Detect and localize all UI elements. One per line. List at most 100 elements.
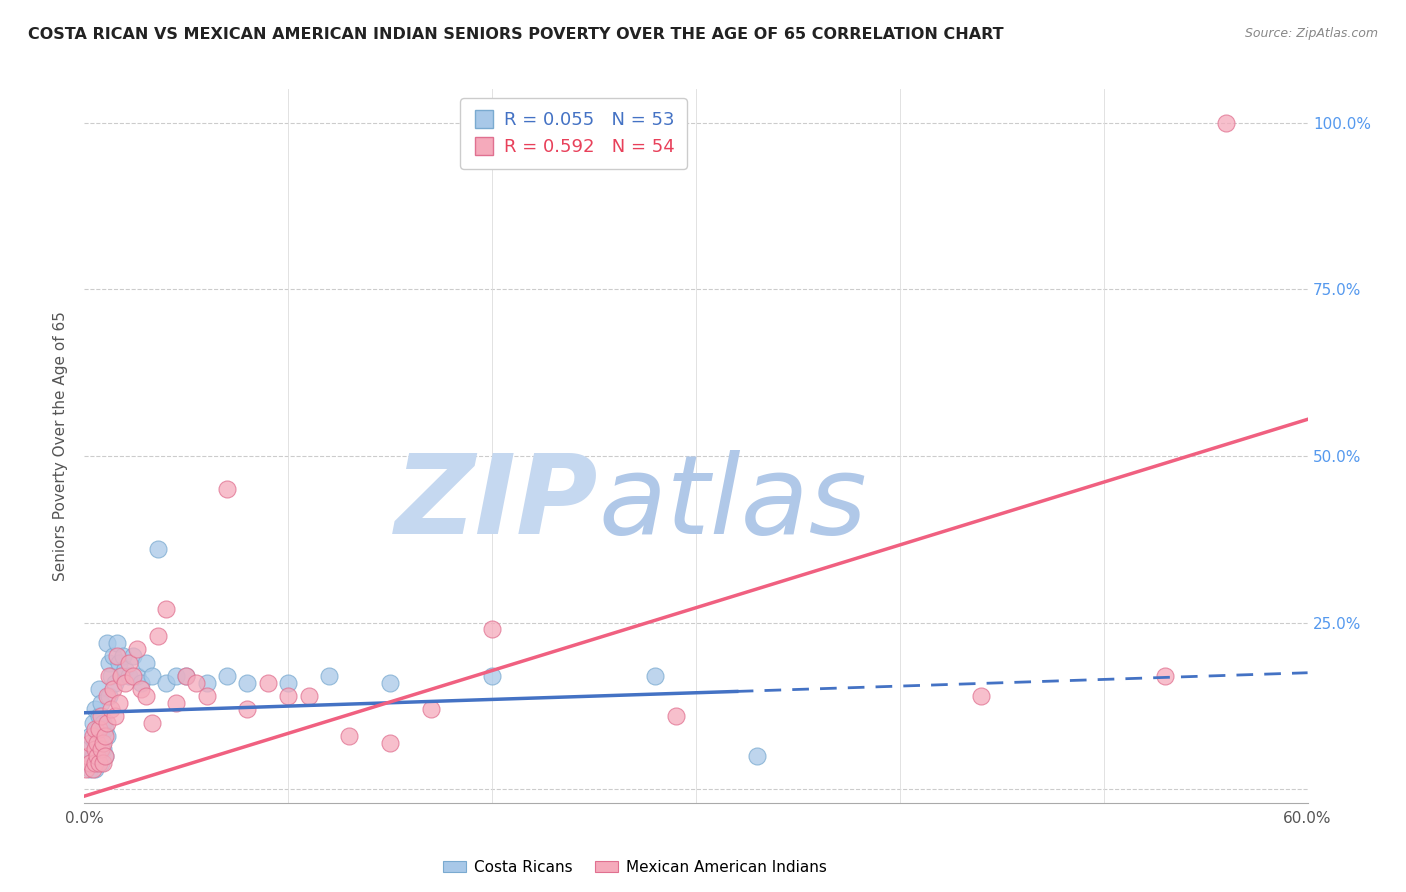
Point bbox=[122, 669, 145, 683]
Point bbox=[97, 689, 120, 703]
Point bbox=[104, 709, 127, 723]
Point bbox=[91, 742, 114, 756]
Point bbox=[141, 715, 163, 730]
Point bbox=[155, 675, 177, 690]
Point bbox=[481, 623, 503, 637]
Point bbox=[318, 669, 340, 683]
Point bbox=[101, 682, 124, 697]
Point bbox=[165, 696, 187, 710]
Point bbox=[79, 763, 101, 777]
Point bbox=[481, 669, 503, 683]
Point bbox=[82, 729, 104, 743]
Point bbox=[277, 675, 299, 690]
Point bbox=[86, 749, 108, 764]
Point bbox=[110, 669, 132, 683]
Point bbox=[105, 649, 128, 664]
Point bbox=[90, 756, 112, 770]
Point bbox=[86, 723, 108, 737]
Point bbox=[236, 675, 259, 690]
Point bbox=[82, 749, 104, 764]
Point bbox=[644, 669, 666, 683]
Point bbox=[83, 763, 105, 777]
Point bbox=[127, 642, 149, 657]
Point bbox=[176, 669, 198, 683]
Point bbox=[108, 656, 131, 670]
Point bbox=[82, 763, 104, 777]
Point bbox=[93, 723, 117, 737]
Point bbox=[217, 483, 239, 497]
Point bbox=[101, 649, 124, 664]
Point bbox=[146, 542, 169, 557]
Point bbox=[87, 709, 110, 723]
Point bbox=[122, 649, 145, 664]
Point bbox=[93, 749, 117, 764]
Point bbox=[165, 669, 187, 683]
Point bbox=[97, 656, 120, 670]
Point bbox=[970, 689, 993, 703]
Point bbox=[79, 736, 101, 750]
Point bbox=[131, 682, 153, 697]
Point bbox=[91, 736, 114, 750]
Point bbox=[100, 702, 122, 716]
Point bbox=[86, 756, 108, 770]
Point bbox=[75, 763, 97, 777]
Point bbox=[141, 669, 163, 683]
Point bbox=[90, 742, 112, 756]
Point bbox=[131, 675, 153, 690]
Point bbox=[339, 729, 361, 743]
Point bbox=[83, 756, 105, 770]
Point bbox=[79, 756, 101, 770]
Point bbox=[100, 669, 122, 683]
Text: atlas: atlas bbox=[598, 450, 866, 557]
Text: COSTA RICAN VS MEXICAN AMERICAN INDIAN SENIORS POVERTY OVER THE AGE OF 65 CORREL: COSTA RICAN VS MEXICAN AMERICAN INDIAN S… bbox=[28, 27, 1004, 42]
Point bbox=[1154, 669, 1177, 683]
Point bbox=[135, 689, 157, 703]
Point bbox=[195, 689, 218, 703]
Point bbox=[96, 715, 118, 730]
Point bbox=[176, 669, 198, 683]
Point bbox=[86, 749, 108, 764]
Point bbox=[91, 756, 114, 770]
Point bbox=[83, 723, 105, 737]
Point bbox=[118, 656, 141, 670]
Text: ZIP: ZIP bbox=[395, 450, 598, 557]
Point bbox=[77, 742, 100, 756]
Point bbox=[96, 689, 118, 703]
Point bbox=[87, 682, 110, 697]
Point bbox=[97, 669, 120, 683]
Point bbox=[87, 723, 110, 737]
Point bbox=[105, 636, 128, 650]
Point bbox=[665, 709, 688, 723]
Point bbox=[186, 675, 208, 690]
Point bbox=[135, 656, 157, 670]
Point bbox=[104, 675, 127, 690]
Point bbox=[87, 756, 110, 770]
Point bbox=[217, 669, 239, 683]
Point bbox=[747, 749, 769, 764]
Point bbox=[236, 702, 259, 716]
Point bbox=[110, 669, 132, 683]
Y-axis label: Seniors Poverty Over the Age of 65: Seniors Poverty Over the Age of 65 bbox=[52, 311, 67, 581]
Point bbox=[96, 636, 118, 650]
Legend: Costa Ricans, Mexican American Indians: Costa Ricans, Mexican American Indians bbox=[437, 854, 832, 880]
Point bbox=[79, 729, 101, 743]
Point bbox=[83, 742, 105, 756]
Point bbox=[86, 736, 108, 750]
Point bbox=[277, 689, 299, 703]
Point bbox=[1215, 115, 1237, 129]
Point bbox=[257, 675, 280, 690]
Point bbox=[83, 702, 105, 716]
Point bbox=[90, 709, 112, 723]
Point bbox=[298, 689, 321, 703]
Point bbox=[114, 662, 136, 676]
Point bbox=[118, 669, 141, 683]
Point bbox=[127, 669, 149, 683]
Point bbox=[93, 749, 117, 764]
Point bbox=[114, 675, 136, 690]
Point bbox=[87, 742, 110, 756]
Point bbox=[90, 696, 112, 710]
Point bbox=[380, 736, 402, 750]
Point bbox=[75, 756, 97, 770]
Point bbox=[112, 649, 135, 664]
Point bbox=[155, 602, 177, 616]
